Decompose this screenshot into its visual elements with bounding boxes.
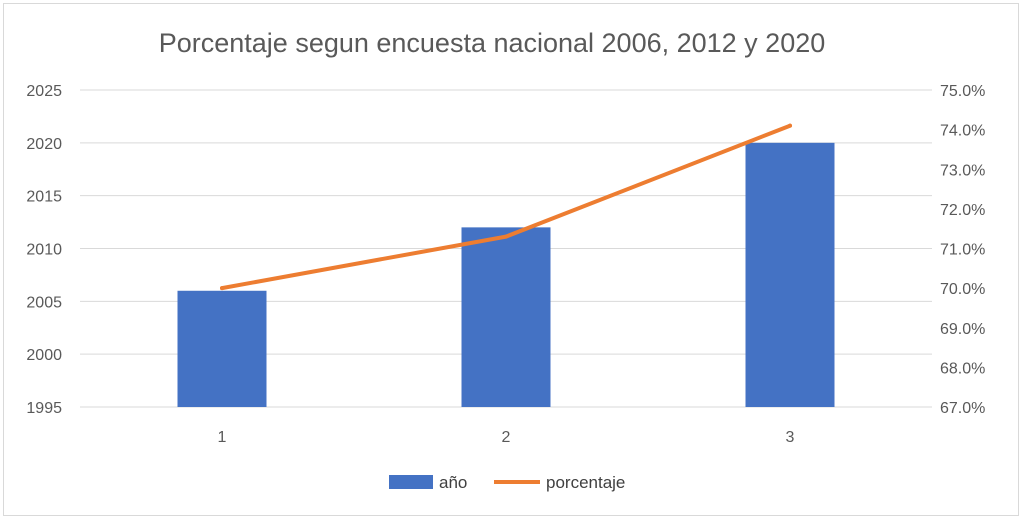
x-tick-label: 2 [502, 429, 511, 446]
right-tick-label: 72.0% [940, 202, 985, 219]
left-tick-label: 1995 [26, 400, 62, 417]
line-series [220, 123, 792, 291]
right-tick-label: 74.0% [940, 123, 985, 140]
right-tick-label: 70.0% [940, 281, 985, 298]
bar [461, 227, 551, 407]
x-tick-label: 1 [218, 429, 227, 446]
x-tick-label: 3 [786, 429, 795, 446]
line-point [788, 123, 792, 128]
left-tick-label: 2010 [26, 242, 62, 259]
right-tick-label: 75.0% [940, 83, 985, 100]
x-axis-ticks: 1 2 3 [218, 429, 795, 446]
line-point [220, 286, 224, 291]
left-tick-label: 2020 [26, 136, 62, 153]
right-axis-ticks: 67.0% 68.0% 69.0% 70.0% 71.0% 72.0% 73.0% 74.0%… [940, 83, 985, 417]
left-tick-label: 2025 [26, 83, 62, 100]
legend: año porcentaje [389, 473, 625, 492]
right-tick-label: 73.0% [940, 162, 985, 179]
chart-title: Porcentaje segun encuesta nacional 2006,… [159, 28, 826, 58]
bar [177, 290, 267, 407]
legend-label-bar: año [439, 473, 467, 492]
bar [745, 142, 835, 408]
legend-label-line: porcentaje [546, 473, 625, 492]
left-tick-label: 2005 [26, 294, 62, 311]
right-tick-label: 71.0% [940, 242, 985, 259]
right-tick-label: 67.0% [940, 400, 985, 417]
bar-series [177, 142, 835, 408]
line-point [504, 234, 508, 239]
left-tick-label: 2000 [26, 347, 62, 364]
left-axis-ticks: 1995 2000 2005 2010 2015 2020 2025 [26, 83, 62, 417]
left-tick-label: 2015 [26, 189, 62, 206]
right-tick-label: 69.0% [940, 321, 985, 338]
legend-swatch-bar [389, 475, 433, 489]
right-tick-label: 68.0% [940, 360, 985, 377]
